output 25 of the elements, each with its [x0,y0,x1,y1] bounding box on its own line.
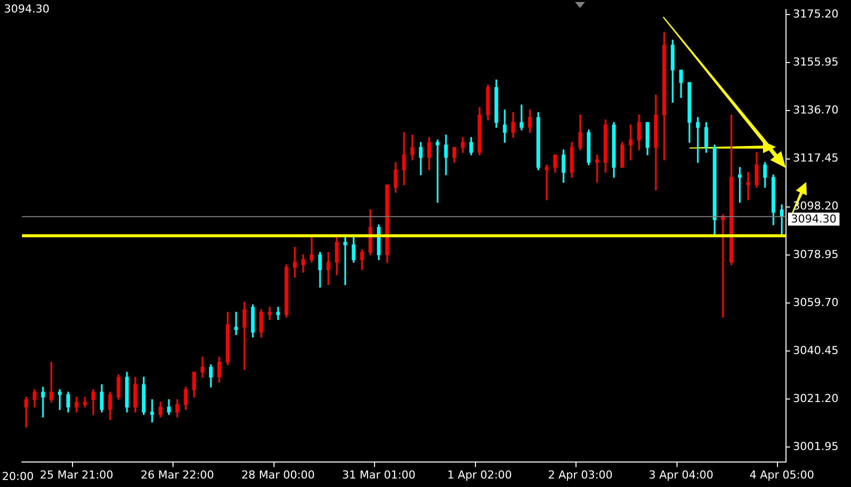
x-tick-label: 31 Mar 01:00 [342,468,416,482]
y-tick-label: 3155.95 [793,56,838,69]
y-tick-label: 3078.95 [793,248,838,261]
candlestick [326,252,330,286]
x-tick-label: 2 Apr 03:00 [548,468,613,482]
text: 20:00 [2,470,34,483]
y-tick-label: 3175.20 [793,7,838,20]
y-tick-label: 3117.45 [793,152,838,165]
candlestick [520,104,524,130]
y-tick-label: 3059.70 [793,296,838,309]
x-tick-label: 1 Apr 02:00 [447,468,512,482]
x-tick-label: 28 Mar 00:00 [241,468,315,482]
y-tick-label: 3001.95 [793,440,838,454]
candlestick [41,386,45,418]
x-tick-label: 3 Apr 04:00 [648,468,714,482]
x-tick-label: 4 Apr 05:00 [749,468,814,482]
x-tick-label: 26 Mar 22:00 [140,468,214,482]
x-tick-label: 25 Mar 21:00 [40,468,114,482]
annotation: 3094.30 [4,2,50,16]
y-tick-label: 3021.20 [793,392,838,405]
ref-line-label: 3094.30 [791,212,836,226]
y-tick-label: 3136.70 [793,104,838,117]
candlestick [276,306,280,320]
y-tick-label: 3040.45 [793,344,838,357]
candlestick [721,214,725,318]
